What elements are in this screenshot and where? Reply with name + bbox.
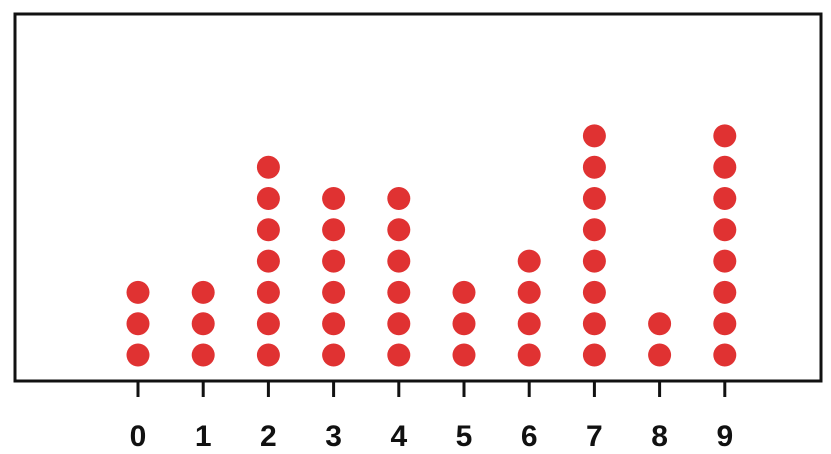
x-tick-label-2: 2 <box>260 420 277 453</box>
dot-9-1 <box>713 343 737 367</box>
x-axis-tick-labels: 0 1 2 3 4 5 6 7 8 9 <box>130 420 733 453</box>
dot-3-4 <box>322 249 346 273</box>
dot-3-1 <box>322 343 346 367</box>
dot-6-3 <box>517 280 541 304</box>
x-axis-ticks <box>136 381 727 397</box>
dot-7-7 <box>582 155 606 179</box>
dot-7-4 <box>582 249 606 273</box>
dot-5-2 <box>452 312 476 336</box>
x-tick-label-1: 1 <box>195 420 212 453</box>
dot-4-6 <box>387 187 411 210</box>
x-tick-label-5: 5 <box>456 420 473 453</box>
dot-3-6 <box>322 187 346 210</box>
dot-0-1 <box>126 343 150 367</box>
dot-7-3 <box>582 280 606 304</box>
dot-9-4 <box>713 249 737 273</box>
dot-6-2 <box>517 312 541 336</box>
dot-0-2 <box>126 312 150 336</box>
dot-2-5 <box>256 218 280 242</box>
dot-0-3 <box>126 280 150 304</box>
data-dots <box>126 124 737 367</box>
dot-3-2 <box>322 312 346 336</box>
dot-2-3 <box>256 280 280 304</box>
x-tick-label-4: 4 <box>390 420 407 453</box>
dot-3-3 <box>322 280 346 304</box>
dot-4-3 <box>387 280 411 304</box>
dot-7-1 <box>582 343 606 367</box>
plot-frame <box>13 12 823 383</box>
dot-9-3 <box>713 280 737 304</box>
dot-2-1 <box>256 343 280 367</box>
dot-2-6 <box>256 187 280 210</box>
dot-7-2 <box>582 312 606 336</box>
x-tick-label-6: 6 <box>521 420 538 453</box>
dot-9-8 <box>713 124 737 148</box>
x-tick-label-9: 9 <box>716 420 733 453</box>
dot-4-2 <box>387 312 411 336</box>
dot-3-5 <box>322 218 346 242</box>
dot-9-2 <box>713 312 737 336</box>
dot-4-4 <box>387 249 411 273</box>
dot-9-5 <box>713 218 737 242</box>
dot-5-1 <box>452 343 476 367</box>
dot-1-3 <box>191 280 215 304</box>
dot-7-6 <box>582 187 606 210</box>
x-tick-label-0: 0 <box>130 420 147 453</box>
dot-9-7 <box>713 155 737 179</box>
dot-5-3 <box>452 280 476 304</box>
x-tick-label-3: 3 <box>325 420 342 453</box>
x-tick-label-7: 7 <box>586 420 603 453</box>
dot-2-4 <box>256 249 280 273</box>
dot-9-6 <box>713 187 737 210</box>
x-tick-label-8: 8 <box>651 420 668 453</box>
dot-2-2 <box>256 312 280 336</box>
dot-6-4 <box>517 249 541 273</box>
dot-8-2 <box>648 312 672 336</box>
dot-4-5 <box>387 218 411 242</box>
dot-6-1 <box>517 343 541 367</box>
dot-7-5 <box>582 218 606 242</box>
dot-1-2 <box>191 312 215 336</box>
dot-2-7 <box>256 155 280 179</box>
dot-7-8 <box>582 124 606 148</box>
dot-4-1 <box>387 343 411 367</box>
dot-1-1 <box>191 343 215 367</box>
dot-8-1 <box>648 343 672 367</box>
